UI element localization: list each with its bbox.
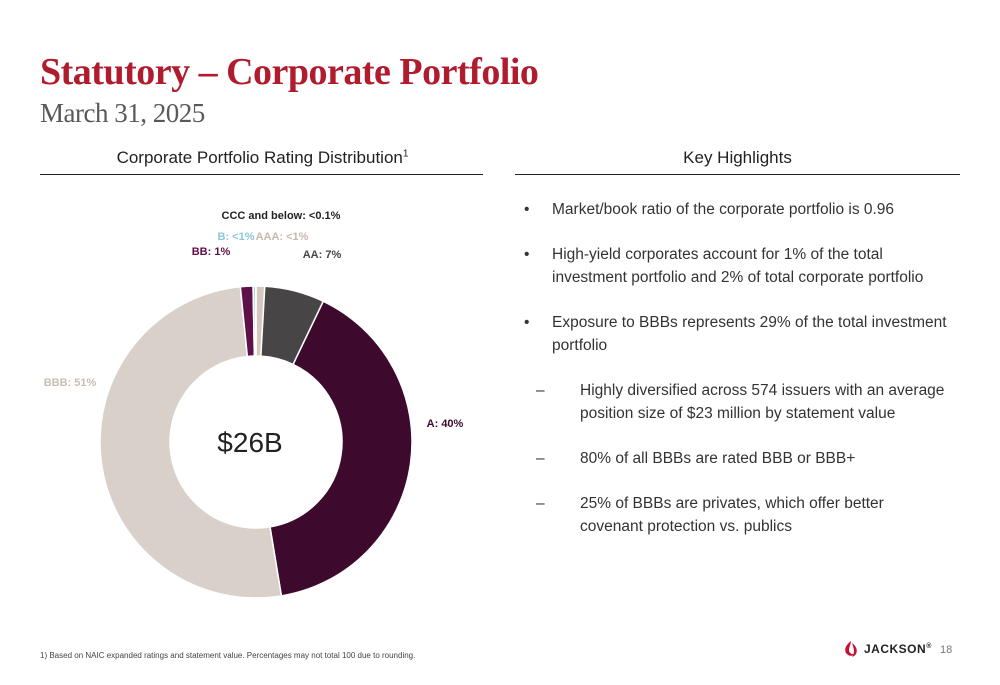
jackson-logo: JACKSON®: [842, 640, 932, 658]
highlight-subitem: 80% of all BBBs are rated BBB or BBB+: [520, 447, 950, 470]
slice-label: AAA: <1%: [256, 231, 309, 243]
slice-label: B: <1%: [218, 231, 255, 243]
slice-label: AA: 7%: [303, 249, 342, 261]
donut-slice: [99, 285, 283, 599]
highlights-heading: Key Highlights: [683, 148, 792, 167]
jackson-logo-text: JACKSON®: [864, 642, 932, 656]
chart-heading-text: Corporate Portfolio Rating Distribution: [116, 148, 403, 167]
brand-name: JACKSON: [864, 642, 927, 656]
page-number: 18: [940, 644, 953, 656]
donut-labels: AAA: <1% AA: 7% A: 40% BBB: 51% BB: 1% B: <1%…: [44, 210, 464, 430]
highlight-subitem: Highly diversified across 574 issuers wi…: [520, 379, 950, 425]
slice-label: BB: 1%: [192, 246, 231, 258]
highlight-item: High-yield corporates account for 1% of …: [520, 243, 950, 289]
donut-slice: [269, 300, 413, 597]
chart-section-heading: Corporate Portfolio Rating Distribution1: [40, 148, 485, 168]
highlight-item: Market/book ratio of the corporate portf…: [520, 198, 950, 221]
highlight-item: Exposure to BBBs represents 29% of the t…: [520, 311, 950, 357]
chart-heading-footnote-mark: 1: [402, 148, 409, 160]
donut-center-label: $26B: [217, 427, 282, 458]
highlights-heading-rule: [515, 174, 960, 175]
page-title: Statutory – Corporate Portfolio: [40, 51, 539, 93]
chart-heading-rule: [40, 174, 483, 175]
rating-donut-chart: AAA: <1% AA: 7% A: 40% BBB: 51% BB: 1% B: <1%…: [44, 210, 464, 599]
footnote: 1) Based on NAIC expanded ratings and st…: [40, 651, 416, 660]
key-highlights-list: Market/book ratio of the corporate portf…: [520, 198, 950, 560]
slice-label: A: 40%: [427, 418, 464, 430]
highlight-subitem: 25% of BBBs are privates, which offer be…: [520, 492, 950, 538]
slice-label: CCC and below: <0.1%: [222, 210, 341, 222]
donut-slices: [99, 285, 413, 599]
slice-label: BBB: 51%: [44, 377, 97, 389]
page-subtitle: March 31, 2025: [40, 98, 205, 128]
brand-registered-mark: ®: [926, 643, 932, 650]
jackson-logo-icon: [845, 641, 857, 657]
